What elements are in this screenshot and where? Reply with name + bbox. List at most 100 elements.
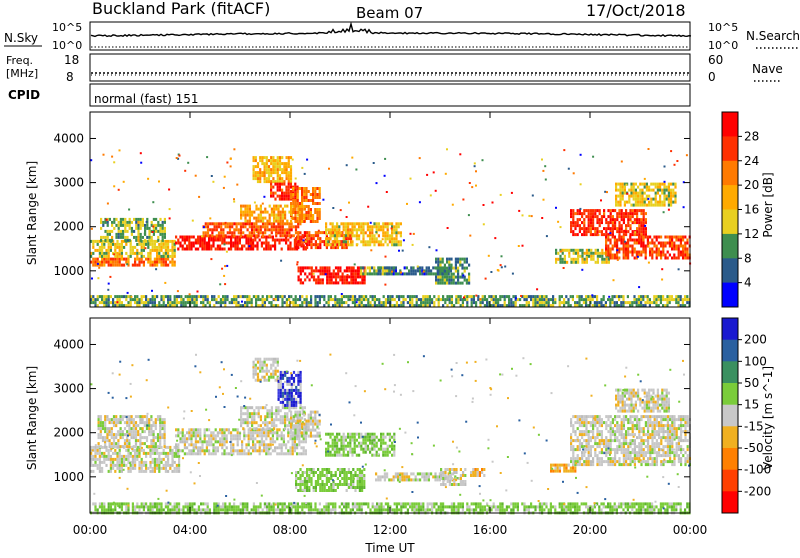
power-speckle (468, 214, 470, 216)
power-cell (315, 240, 317, 243)
velocity-cell (159, 436, 161, 439)
power-cell (315, 266, 317, 269)
power-cell (421, 272, 423, 275)
velocity-cell (103, 458, 105, 461)
power-cell (97, 298, 99, 301)
power-cell (254, 239, 256, 242)
power-speckle (592, 156, 594, 158)
power-cell (622, 301, 624, 304)
velocity-cell (243, 434, 245, 437)
power-cell (352, 295, 354, 298)
power-cell (92, 258, 94, 261)
velocity-cell (230, 443, 232, 446)
power-cell (427, 295, 429, 298)
velocity-cell (136, 452, 138, 455)
power-cell (114, 246, 116, 249)
power-cell (94, 301, 96, 304)
power-cell (490, 298, 492, 301)
power-speckle (474, 165, 476, 167)
power-cell (638, 227, 640, 230)
power-cell (601, 215, 603, 218)
velocity-cell (142, 427, 144, 430)
power-cell (426, 269, 428, 272)
velocity-cell (284, 404, 286, 407)
power-cell (669, 236, 671, 239)
power-cell (636, 251, 638, 254)
power-cell (136, 258, 138, 261)
power-cell (669, 295, 671, 298)
power-speckle (275, 233, 277, 235)
power-cell (675, 248, 677, 251)
power-cell (147, 246, 149, 249)
power-cell (671, 298, 673, 301)
power-cell (419, 272, 421, 275)
power-cell (343, 237, 345, 240)
power-cell (482, 295, 484, 298)
power-cell (504, 298, 506, 301)
power-cell (378, 243, 380, 246)
power-cell (258, 217, 260, 220)
power-cell (178, 295, 180, 298)
power-cell (279, 162, 281, 165)
velocity-cell (144, 415, 146, 418)
power-cell (642, 242, 644, 245)
power-cell (121, 240, 123, 243)
power-cell (343, 225, 345, 228)
power-cell (315, 278, 317, 281)
velocity-cell (142, 418, 144, 421)
power-cell (273, 205, 275, 208)
power-cell (335, 272, 337, 275)
power-cell (195, 242, 197, 245)
power-cell (255, 217, 257, 220)
power-cell (306, 275, 308, 278)
power-cell (620, 301, 622, 304)
power-cell (270, 171, 272, 174)
velocity-cell (150, 439, 152, 442)
power-cell (253, 222, 255, 225)
power-cell (349, 243, 351, 246)
power-cell (599, 209, 601, 212)
power-cell (592, 258, 594, 261)
power-cell (305, 193, 307, 196)
power-cell (324, 269, 326, 272)
power-cell (116, 261, 118, 264)
power-speckle (349, 299, 351, 301)
velocity-cell (245, 452, 247, 455)
velocity-cell (259, 361, 261, 364)
power-cell (320, 278, 322, 281)
velocity-cell (289, 404, 291, 407)
velocity-cell (312, 435, 314, 438)
velocity-cell (266, 409, 268, 412)
power-cell (246, 301, 248, 304)
velocity-cell (296, 446, 298, 449)
power-speckle (332, 207, 334, 209)
power-colorbar-label: Power [dB] (761, 172, 775, 237)
power-cell (444, 298, 446, 301)
power-cell (637, 195, 639, 198)
power-cell (634, 251, 636, 254)
power-cell (346, 266, 348, 269)
velocity-cell (99, 455, 101, 458)
power-cell (459, 282, 461, 285)
power-cell (437, 261, 439, 264)
power-cell (605, 254, 607, 257)
power-cell (382, 225, 384, 228)
velocity-cell (278, 389, 280, 392)
power-cell (636, 221, 638, 224)
power-cell (336, 301, 338, 304)
velocity-cell (212, 431, 214, 434)
power-cell (382, 243, 384, 246)
power-cell (174, 255, 176, 258)
velocity-cell (208, 440, 210, 443)
power-speckle (118, 189, 120, 191)
power-speckle (295, 178, 297, 180)
velocity-cell (153, 436, 155, 439)
power-cell (214, 225, 216, 228)
velocity-cell (276, 437, 278, 440)
velocity-cell (247, 415, 249, 418)
velocity-cell (237, 452, 239, 455)
power-cell (393, 266, 395, 269)
power-cell (363, 298, 365, 301)
power-cell (266, 171, 268, 174)
power-cell (592, 233, 594, 236)
